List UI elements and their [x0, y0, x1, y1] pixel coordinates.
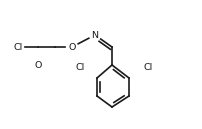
Text: Cl: Cl [143, 62, 152, 71]
Text: O: O [68, 42, 75, 51]
Text: N: N [91, 30, 98, 39]
Text: O: O [34, 62, 41, 71]
Text: Cl: Cl [75, 62, 84, 71]
Text: Cl: Cl [13, 42, 22, 51]
